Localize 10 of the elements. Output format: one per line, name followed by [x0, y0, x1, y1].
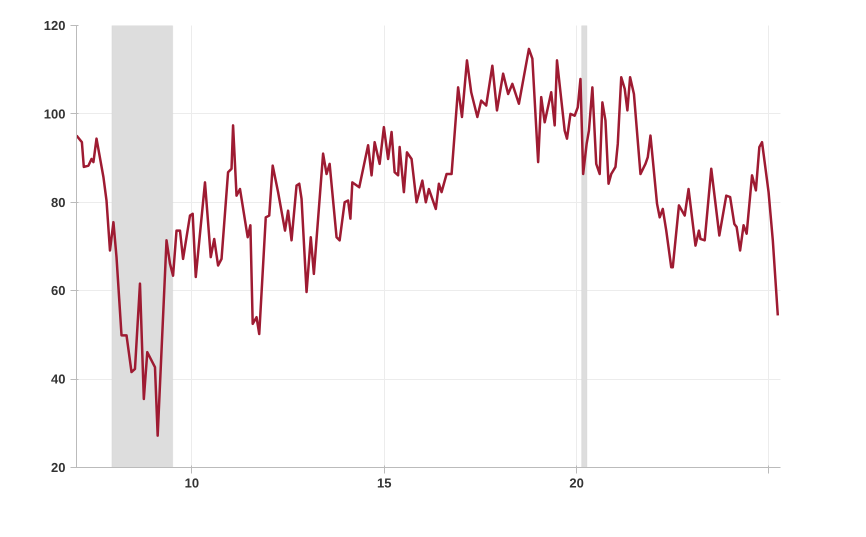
x-tick-label: 15 [377, 476, 392, 490]
y-tick-label: 120 [44, 18, 66, 33]
x-tick-label: 20 [569, 476, 584, 490]
line-series [76, 48, 780, 437]
y-tick-label: 20 [51, 460, 66, 475]
y-tick-label: 40 [51, 372, 66, 387]
y-tick-label: 60 [51, 283, 66, 298]
y-tick-label: 80 [51, 194, 66, 210]
y-tick-label: 100 [44, 106, 66, 122]
x-tick-label: 10 [184, 476, 200, 490]
